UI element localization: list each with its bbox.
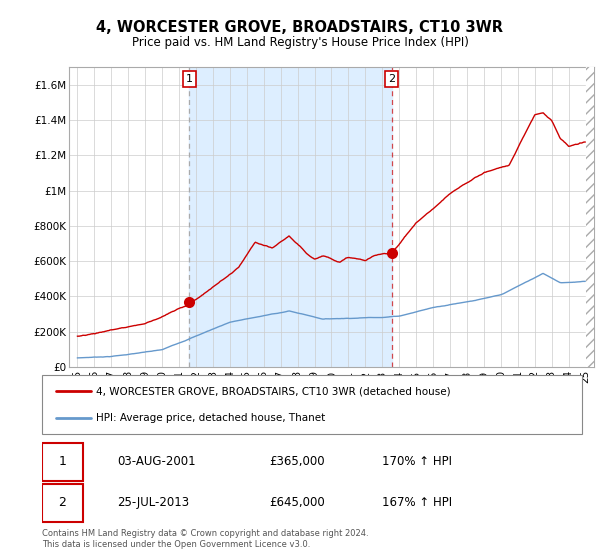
Bar [586,67,594,367]
Text: 25-JUL-2013: 25-JUL-2013 [118,496,190,509]
Text: HPI: Average price, detached house, Thanet: HPI: Average price, detached house, Than… [96,413,325,423]
Text: £365,000: £365,000 [269,455,325,468]
Bar [189,67,392,367]
Text: 167% ↑ HPI: 167% ↑ HPI [382,496,452,509]
Text: 1: 1 [58,455,66,468]
FancyBboxPatch shape [42,443,83,480]
Text: 2: 2 [388,74,395,84]
Text: 4, WORCESTER GROVE, BROADSTAIRS, CT10 3WR: 4, WORCESTER GROVE, BROADSTAIRS, CT10 3W… [97,20,503,35]
Text: 2: 2 [58,496,66,509]
Text: Price paid vs. HM Land Registry's House Price Index (HPI): Price paid vs. HM Land Registry's House … [131,36,469,49]
Text: 03-AUG-2001: 03-AUG-2001 [118,455,196,468]
Text: £645,000: £645,000 [269,496,325,509]
Text: 1: 1 [186,74,193,84]
Bar [586,67,594,367]
Text: 4, WORCESTER GROVE, BROADSTAIRS, CT10 3WR (detached house): 4, WORCESTER GROVE, BROADSTAIRS, CT10 3W… [96,386,451,396]
FancyBboxPatch shape [42,484,83,521]
Text: Contains HM Land Registry data © Crown copyright and database right 2024.
This d: Contains HM Land Registry data © Crown c… [42,529,368,549]
FancyBboxPatch shape [42,375,582,434]
Text: 170% ↑ HPI: 170% ↑ HPI [382,455,452,468]
